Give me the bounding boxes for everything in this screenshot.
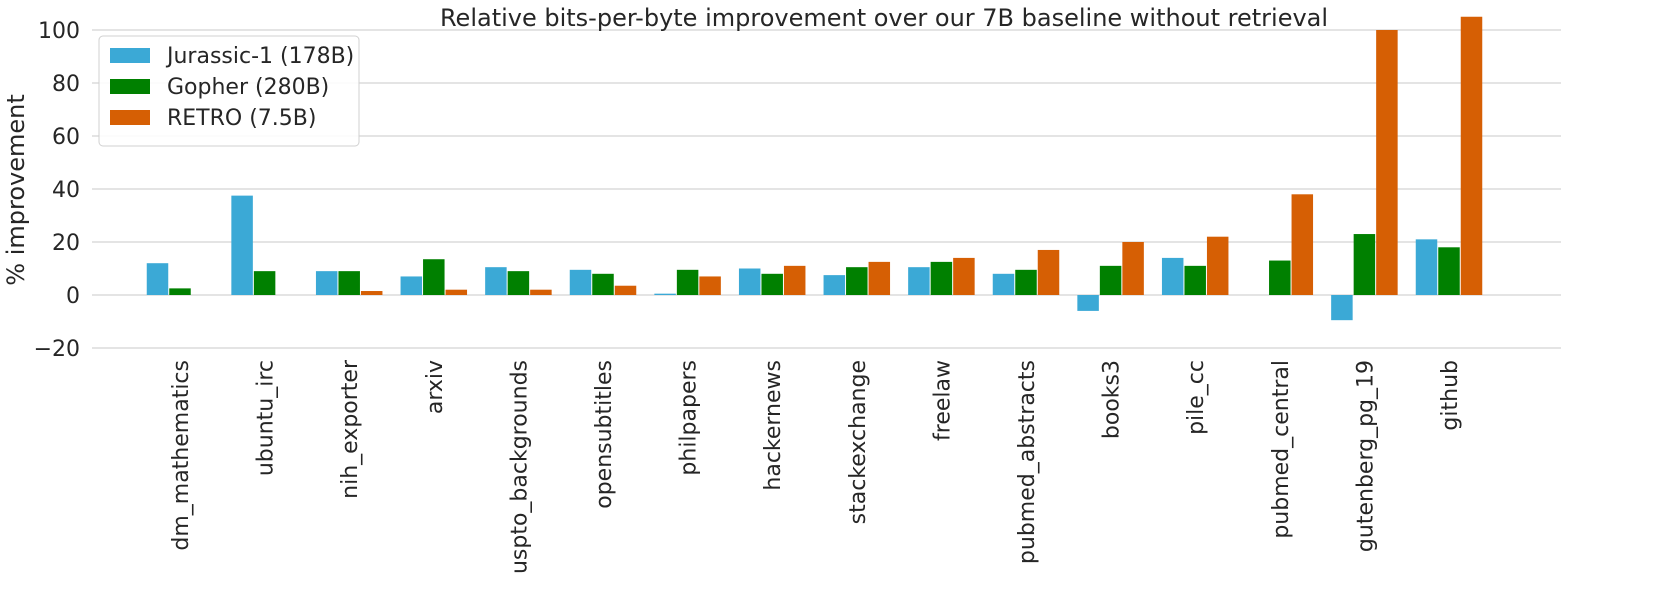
bar xyxy=(738,268,761,295)
bar xyxy=(1376,30,1398,295)
bar xyxy=(846,267,868,295)
legend-swatch xyxy=(110,79,150,94)
bar xyxy=(930,261,953,295)
bar xyxy=(953,257,975,295)
legend: Jurassic-1 (178B) Gopher (280B) RETRO (7.5… xyxy=(98,35,360,147)
x-tick-label: uspto_backgrounds xyxy=(507,360,532,574)
chart-title: Relative bits-per-byte improvement over … xyxy=(440,4,1328,32)
bar xyxy=(1122,242,1144,295)
x-tick-label: gutenberg_pg_19 xyxy=(1353,360,1378,552)
x-tick-labels: dm_mathematics ubuntu_irc nih_exporter arxi… xyxy=(169,359,1463,574)
bar xyxy=(614,285,637,295)
y-tick-label: 40 xyxy=(52,178,80,203)
bar xyxy=(654,293,676,295)
bar xyxy=(1037,249,1060,295)
bar xyxy=(908,267,930,295)
bar xyxy=(1460,16,1483,295)
bar xyxy=(423,259,445,295)
bar xyxy=(1015,269,1037,295)
y-tick-label: 20 xyxy=(52,231,80,256)
y-tick-label: 60 xyxy=(52,125,80,150)
x-tick-label: ubuntu_irc xyxy=(254,360,279,476)
bar xyxy=(315,271,338,295)
bar xyxy=(400,276,423,295)
bar xyxy=(485,267,507,295)
bar xyxy=(823,275,846,295)
x-tick-label: freelaw xyxy=(930,360,955,441)
y-tick-label: 0 xyxy=(66,284,80,309)
bar xyxy=(231,195,253,295)
bar xyxy=(569,269,592,295)
bar xyxy=(676,269,699,295)
x-tick-label: philpapers xyxy=(677,360,702,476)
x-tick-label: pubmed_abstracts xyxy=(1015,360,1040,564)
y-tick-labels: −20 0 20 40 60 80 100 xyxy=(34,19,80,362)
x-tick-label: nih_exporter xyxy=(338,359,363,499)
x-tick-label: stackexchange xyxy=(846,360,871,524)
bar xyxy=(1077,295,1099,311)
bar xyxy=(530,289,552,295)
x-tick-label: arxiv xyxy=(423,360,448,414)
legend-label: Jurassic-1 (178B) xyxy=(165,44,354,69)
legend-box xyxy=(98,35,360,147)
y-tick-label: 100 xyxy=(38,19,80,44)
bar xyxy=(592,273,614,295)
bars xyxy=(146,16,1483,321)
bar xyxy=(1291,194,1314,295)
bar xyxy=(507,271,530,295)
x-tick-label: pile_cc xyxy=(1184,360,1209,435)
legend-swatch xyxy=(110,48,150,63)
bar xyxy=(146,263,169,295)
x-tick-label: dm_mathematics xyxy=(169,360,194,551)
y-tick-label: −20 xyxy=(34,337,80,362)
bar xyxy=(253,271,276,295)
bar xyxy=(1161,257,1184,295)
bar xyxy=(783,265,806,295)
bar xyxy=(338,271,360,295)
bar xyxy=(445,289,468,295)
x-tick-label: books3 xyxy=(1100,360,1125,439)
y-axis-label: % improvement xyxy=(2,94,30,285)
bar xyxy=(169,288,191,295)
bar xyxy=(1331,295,1353,321)
bar xyxy=(761,273,783,295)
bar xyxy=(1206,236,1229,295)
bar xyxy=(699,276,721,295)
bar xyxy=(1269,260,1291,295)
bar xyxy=(1438,247,1460,295)
legend-swatch xyxy=(110,110,150,125)
bar xyxy=(1184,265,1206,295)
bar xyxy=(1353,234,1376,295)
x-tick-label: pubmed_central xyxy=(1269,360,1294,539)
x-tick-label: github xyxy=(1438,360,1463,431)
bar xyxy=(1099,265,1122,295)
y-tick-label: 80 xyxy=(52,72,80,97)
x-tick-label: opensubtitles xyxy=(592,360,617,509)
bar xyxy=(868,261,891,295)
x-tick-label: hackernews xyxy=(761,360,786,491)
legend-label: Gopher (280B) xyxy=(167,75,329,100)
bar xyxy=(360,291,383,295)
legend-label: RETRO (7.5B) xyxy=(167,106,316,131)
bar xyxy=(1415,239,1438,295)
bar xyxy=(992,273,1015,295)
